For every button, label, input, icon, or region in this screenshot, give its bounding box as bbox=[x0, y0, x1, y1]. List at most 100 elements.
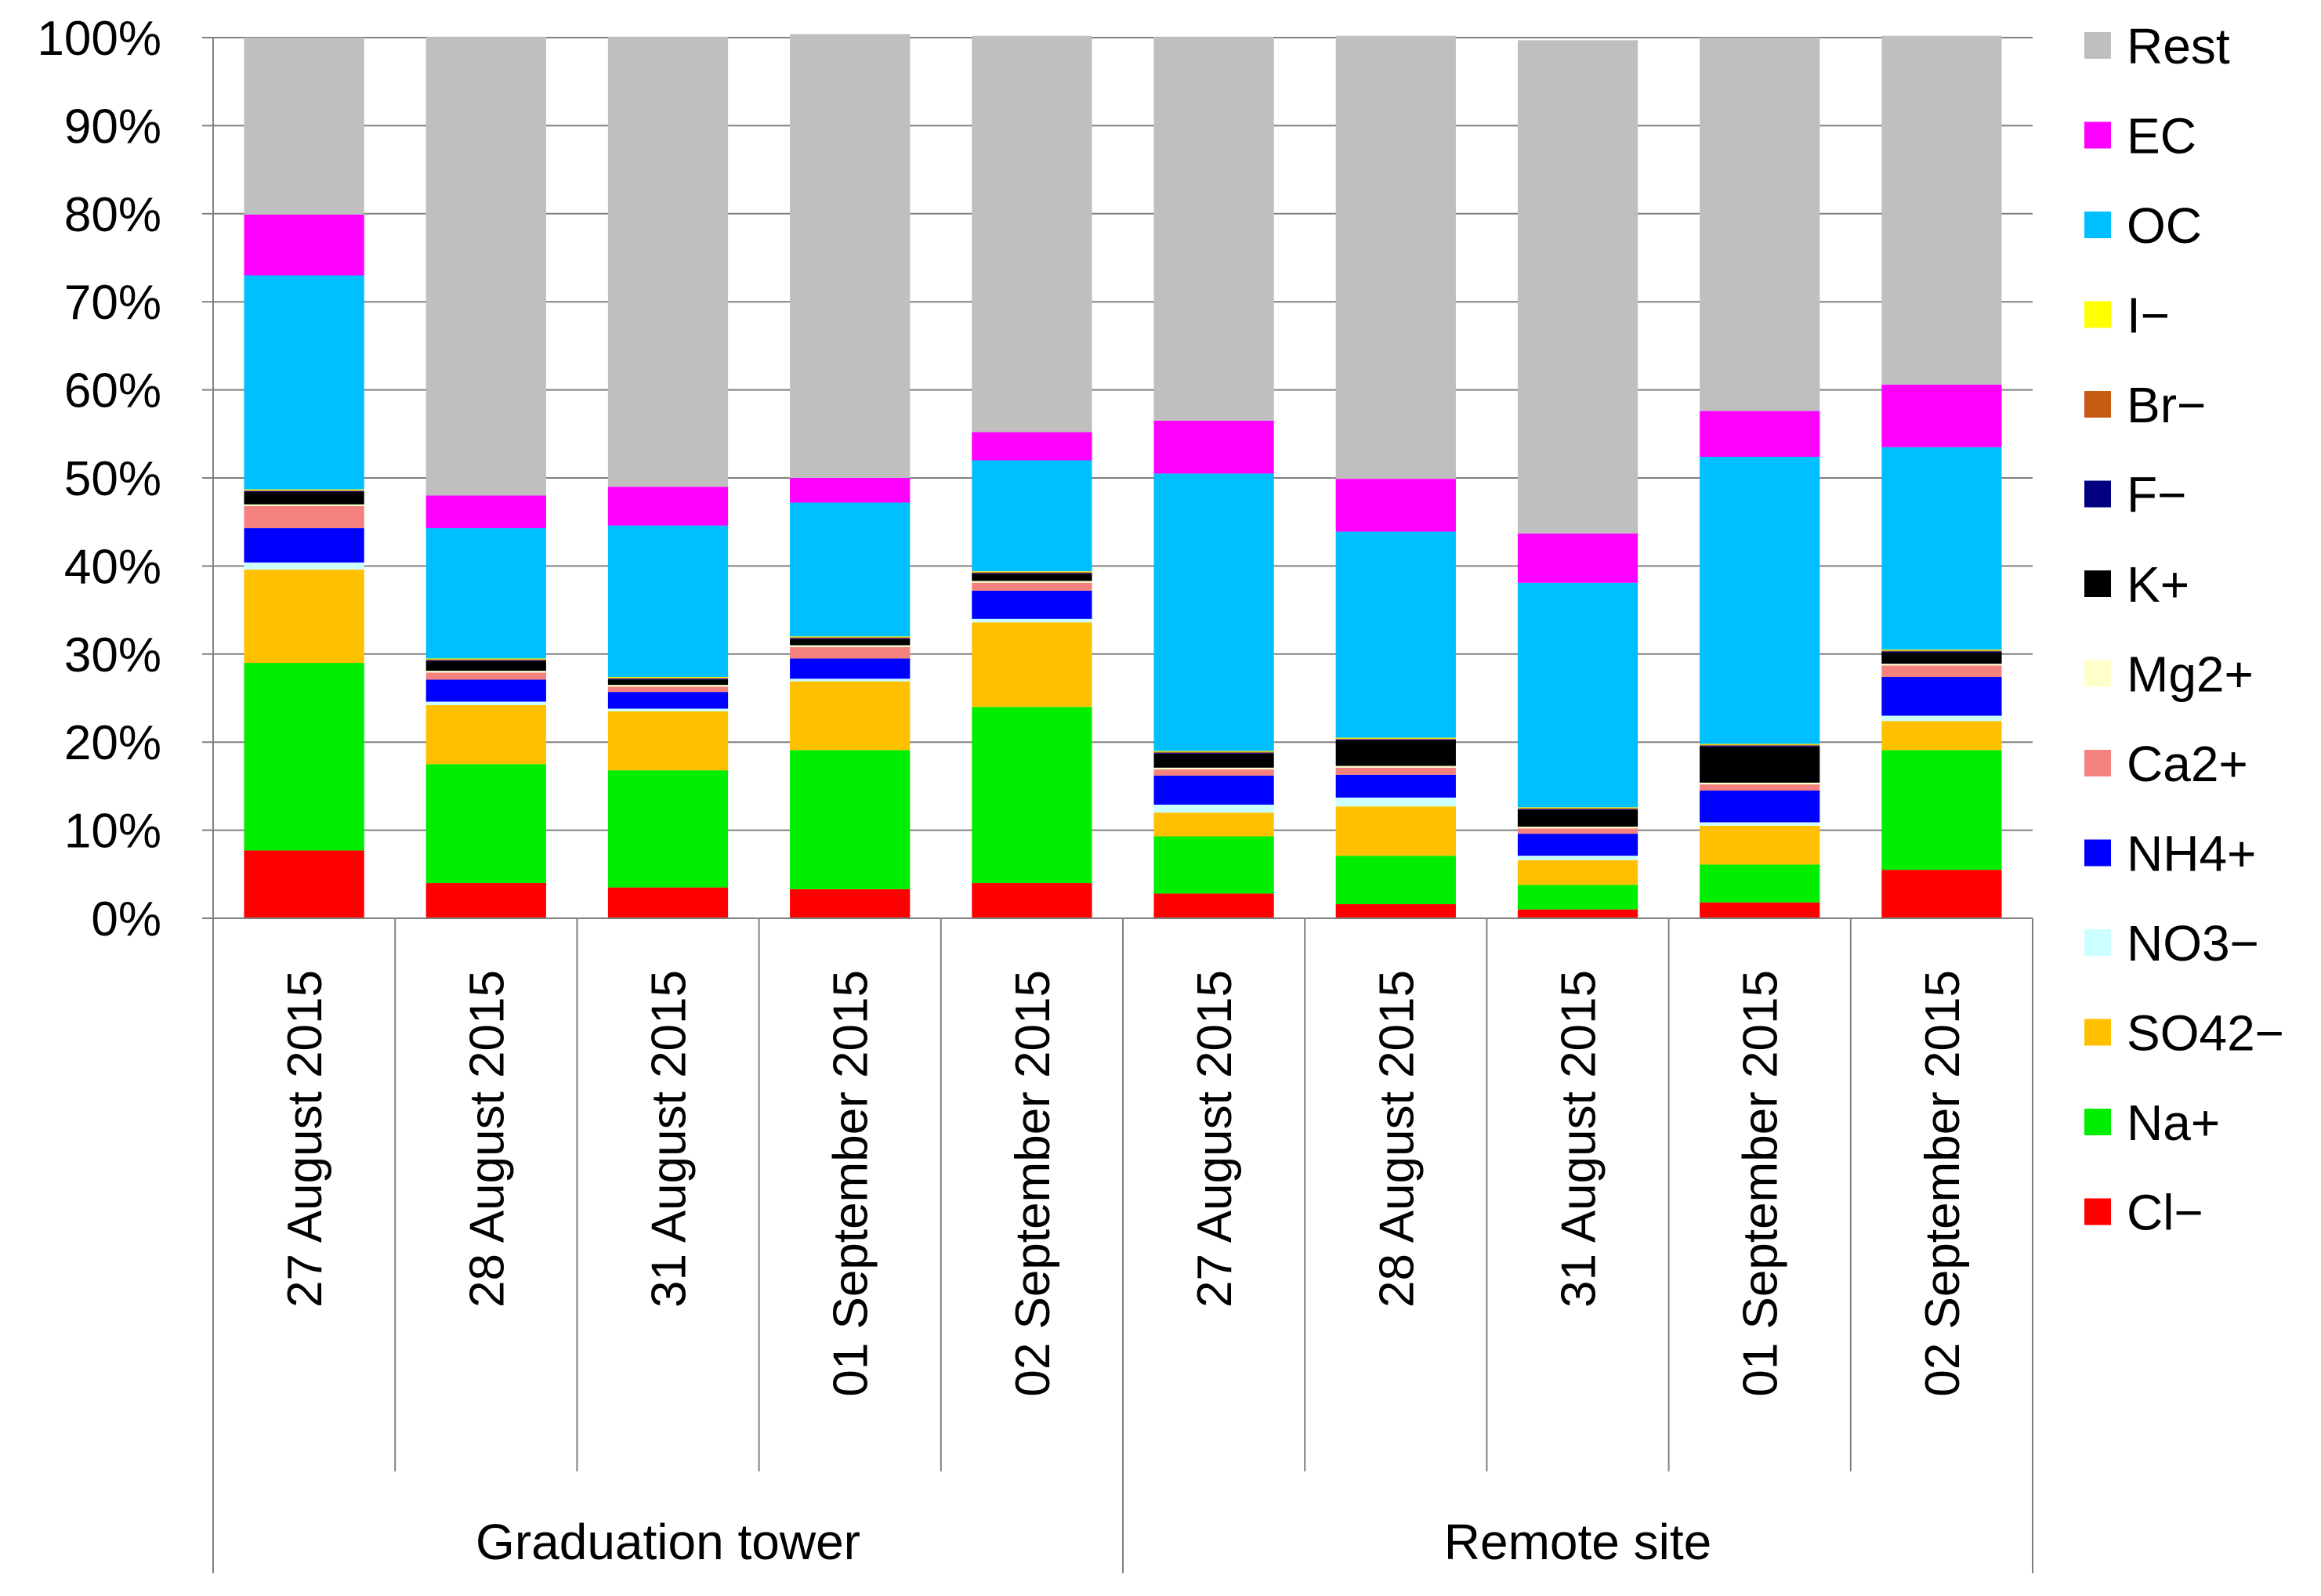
x-tick-label: 31 August 2015 bbox=[1552, 970, 1606, 1308]
bar-segment-2-2 bbox=[607, 711, 729, 771]
bar-segment-1-6 bbox=[1335, 856, 1456, 905]
bar-segment-5-4 bbox=[972, 582, 1092, 591]
bar-segment-2-0 bbox=[244, 569, 364, 664]
bar-segment-12-4 bbox=[972, 432, 1092, 461]
bar-segment-4-6 bbox=[1335, 774, 1456, 798]
bar-segment-12-6 bbox=[1335, 479, 1456, 532]
bar-segment-5-5 bbox=[1153, 769, 1274, 776]
legend-swatch bbox=[2084, 929, 2111, 956]
bar-segment-3-2 bbox=[607, 708, 729, 711]
bar-segment-7-3 bbox=[790, 639, 911, 646]
bar-segment-2-4 bbox=[972, 622, 1092, 708]
legend-swatch bbox=[2084, 212, 2111, 238]
legend-label: NH4+ bbox=[2127, 826, 2256, 882]
legend-label: Na+ bbox=[2127, 1095, 2220, 1151]
bars bbox=[244, 34, 2002, 918]
bar-segment-4-5 bbox=[1153, 775, 1274, 805]
y-tick-label: 40% bbox=[64, 540, 161, 594]
bar-segment-13-3 bbox=[790, 34, 911, 478]
bar-segment-9-0 bbox=[244, 490, 364, 491]
bar-segment-12-2 bbox=[607, 487, 729, 526]
legend-swatch bbox=[2084, 1109, 2111, 1135]
bar-segment-11-2 bbox=[607, 525, 729, 678]
x-tick-label: 02 September 2015 bbox=[1006, 970, 1060, 1397]
bar-segment-12-9 bbox=[1881, 384, 2002, 447]
legend-swatch bbox=[2084, 32, 2111, 59]
bar-segment-1-2 bbox=[607, 770, 729, 888]
bar-segment-6-1 bbox=[425, 671, 546, 673]
bar-segment-9-4 bbox=[972, 572, 1092, 574]
bar-segment-3-4 bbox=[972, 618, 1092, 623]
bar-segment-5-3 bbox=[790, 646, 911, 659]
bar-segment-0-9 bbox=[1881, 870, 2002, 918]
legend-label: Ca2+ bbox=[2127, 736, 2248, 792]
bar-segment-0-1 bbox=[425, 883, 546, 918]
legend-swatch bbox=[2084, 1019, 2111, 1046]
bar-segment-7-9 bbox=[1881, 652, 2002, 664]
bar-segment-12-0 bbox=[244, 214, 364, 276]
bar-segment-13-4 bbox=[972, 35, 1092, 432]
bar-segment-6-6 bbox=[1335, 765, 1456, 768]
bar-segment-12-8 bbox=[1700, 411, 1820, 458]
bar-segment-5-0 bbox=[244, 505, 364, 529]
bar-segment-2-5 bbox=[1153, 812, 1274, 837]
bar-segment-13-5 bbox=[1153, 36, 1274, 421]
bar-segment-3-3 bbox=[790, 679, 911, 682]
bar-segment-6-3 bbox=[790, 645, 911, 647]
bar-segment-9-3 bbox=[790, 637, 911, 639]
bar-segment-11-8 bbox=[1700, 457, 1820, 744]
bar-segment-1-3 bbox=[790, 750, 911, 889]
bar-segment-4-8 bbox=[1700, 791, 1820, 823]
bar-segment-6-4 bbox=[972, 581, 1092, 583]
legend-label: Rest bbox=[2127, 18, 2230, 74]
bar-segment-1-5 bbox=[1153, 836, 1274, 894]
bar-segment-7-6 bbox=[1335, 740, 1456, 766]
bar-segment-4-7 bbox=[1517, 834, 1638, 856]
axes bbox=[202, 37, 2033, 1573]
bar-segment-3-0 bbox=[244, 562, 364, 570]
x-tick-label: 01 September 2015 bbox=[1734, 970, 1788, 1397]
legend-swatch bbox=[2084, 839, 2111, 867]
bar-segment-10-7 bbox=[1517, 807, 1638, 809]
legend-swatch bbox=[2084, 750, 2111, 776]
bar-segment-2-1 bbox=[425, 704, 546, 765]
bar-segment-0-4 bbox=[972, 883, 1092, 918]
bar-segment-4-3 bbox=[790, 658, 911, 679]
bar-segment-13-6 bbox=[1335, 35, 1456, 480]
group-label: Remote site bbox=[1444, 1514, 1711, 1570]
bar-segment-3-1 bbox=[425, 701, 546, 705]
bar-segment-10-3 bbox=[790, 636, 911, 638]
bar-segment-9-6 bbox=[1335, 738, 1456, 740]
y-tick-label: 10% bbox=[64, 805, 161, 859]
legend-swatch bbox=[2084, 570, 2111, 597]
bar-segment-8-7 bbox=[1517, 809, 1638, 810]
bar-segment-5-8 bbox=[1700, 784, 1820, 791]
bar-segment-7-1 bbox=[425, 660, 546, 671]
group-label: Graduation tower bbox=[476, 1514, 860, 1570]
x-tick-labels: 27 August 2015 28 August 2015 31 August 20… bbox=[278, 970, 1970, 1397]
bar-segment-11-3 bbox=[790, 502, 911, 637]
x-tick-label: 31 August 2015 bbox=[643, 970, 697, 1308]
bar-segment-3-6 bbox=[1335, 798, 1456, 807]
x-tick-label: 27 August 2015 bbox=[1188, 970, 1242, 1308]
bar-segment-2-9 bbox=[1881, 721, 2002, 751]
bar-segment-11-1 bbox=[425, 528, 546, 659]
legend-label: I− bbox=[2127, 288, 2170, 344]
legend-swatch bbox=[2084, 660, 2111, 687]
legend-swatch bbox=[2084, 1198, 2111, 1225]
bar-segment-8-5 bbox=[1153, 752, 1274, 754]
bar-segment-3-9 bbox=[1881, 715, 2002, 722]
bar-segment-7-5 bbox=[1153, 753, 1274, 768]
y-tick-label: 70% bbox=[64, 276, 161, 330]
x-tick-label: 28 August 2015 bbox=[460, 970, 514, 1308]
bar-segment-4-0 bbox=[244, 528, 364, 563]
x-tick-label: 01 September 2015 bbox=[824, 970, 878, 1397]
legend-label: Mg2+ bbox=[2127, 646, 2254, 703]
bar-segment-11-9 bbox=[1881, 447, 2002, 650]
bar-segment-8-0 bbox=[244, 490, 364, 492]
bar-segment-3-5 bbox=[1153, 805, 1274, 813]
bar-segment-5-1 bbox=[425, 672, 546, 680]
bar-segment-2-7 bbox=[1517, 860, 1638, 885]
y-tick-label: 100% bbox=[37, 12, 161, 66]
